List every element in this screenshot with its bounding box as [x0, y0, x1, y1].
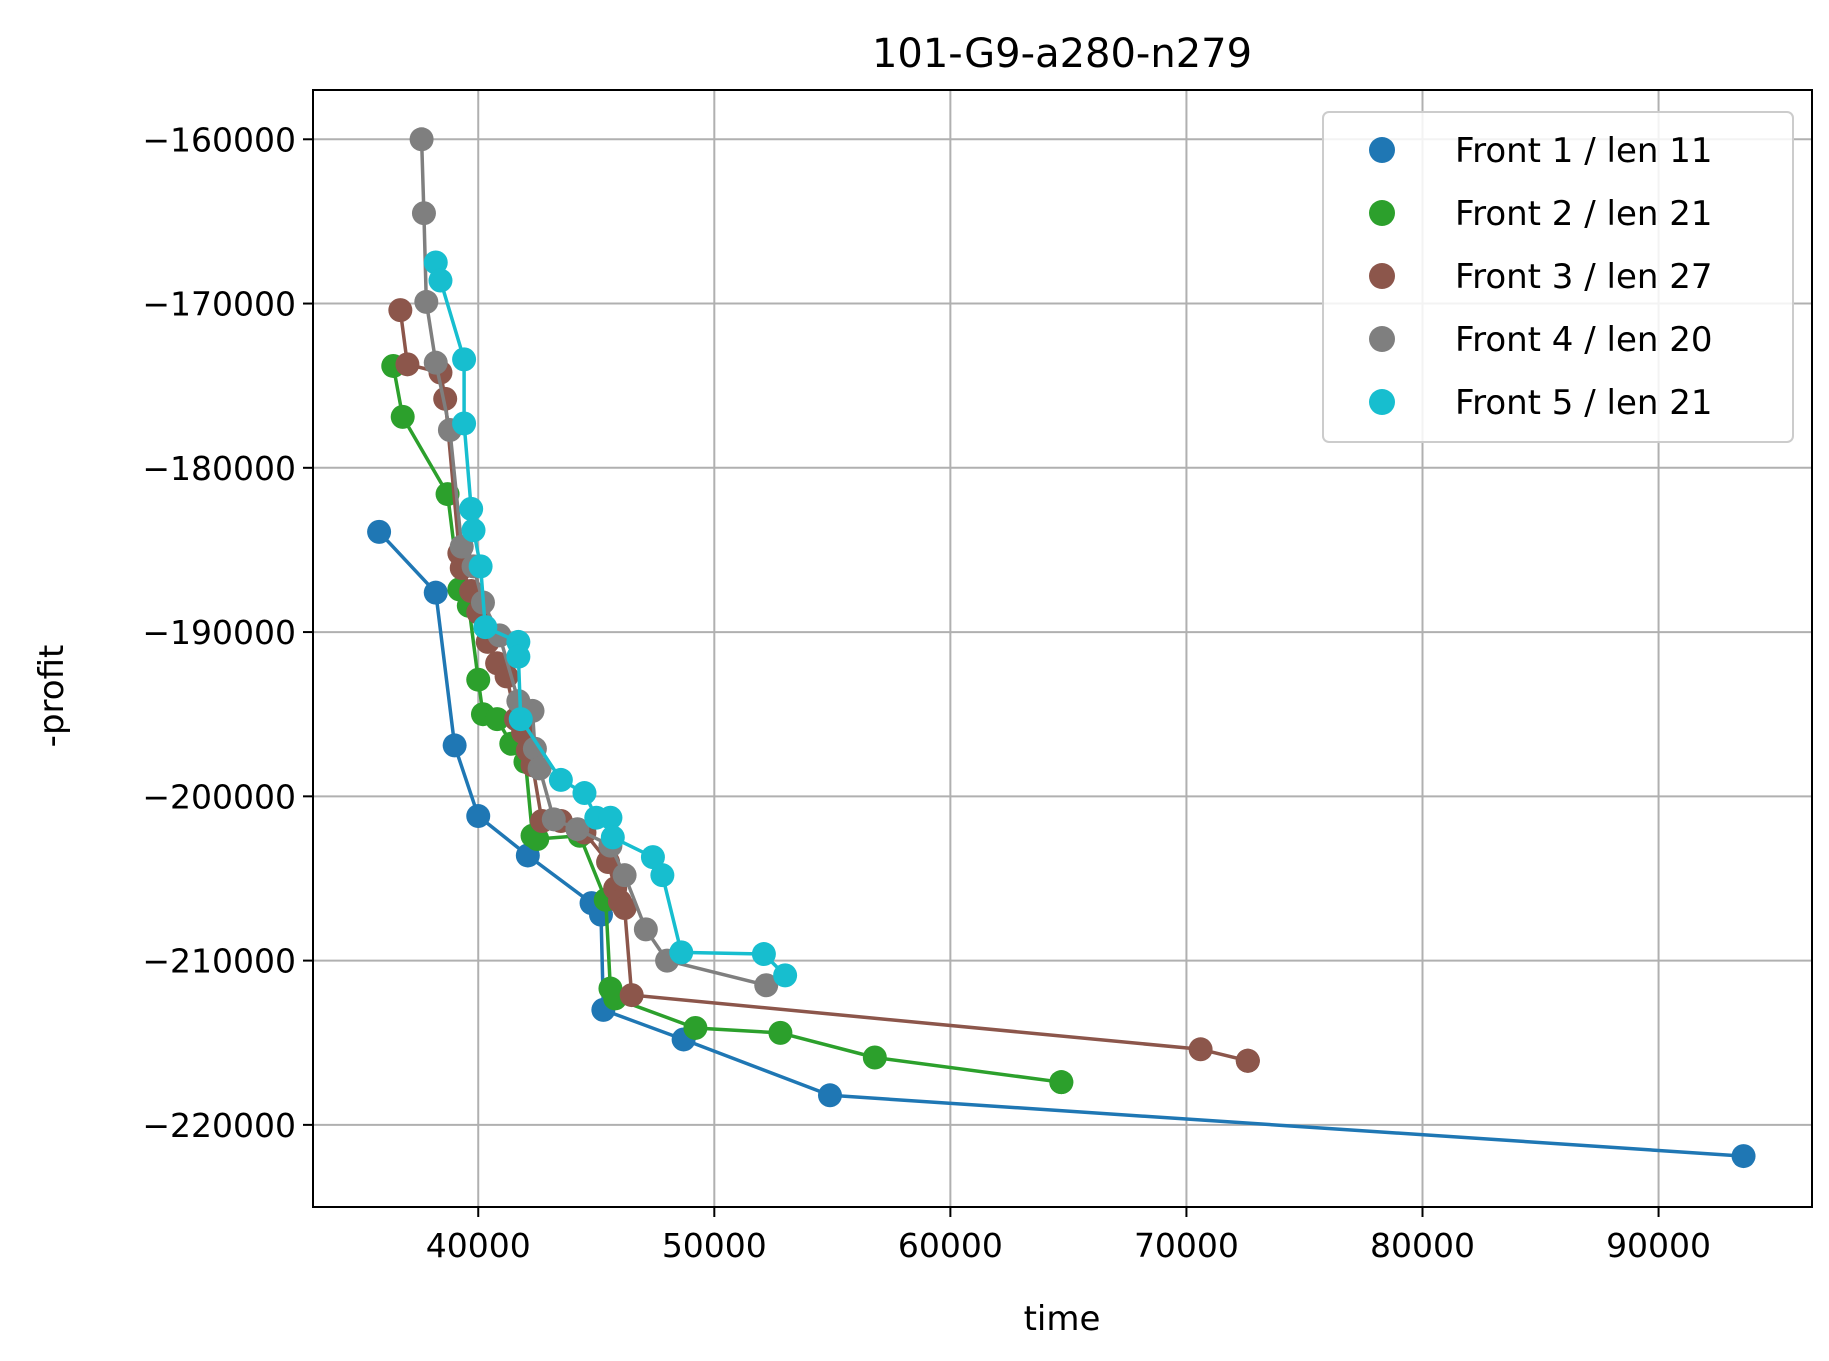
x-tick-label: 40000: [426, 1226, 531, 1265]
data-point: [390, 404, 415, 429]
legend-label: Front 4 / len 20: [1455, 320, 1713, 360]
data-point: [683, 1015, 708, 1040]
data-point: [640, 845, 665, 870]
data-point: [442, 733, 467, 758]
x-tick-label: 60000: [898, 1226, 1003, 1265]
data-point: [754, 973, 779, 998]
data-point: [508, 707, 533, 732]
data-point: [367, 519, 392, 544]
data-point: [452, 347, 477, 372]
legend-label: Front 1 / len 11: [1455, 131, 1713, 171]
data-point: [473, 615, 498, 640]
data-series: [367, 127, 1756, 1169]
data-point: [600, 825, 625, 850]
legend-marker: [1369, 137, 1395, 163]
x-axis-label: time: [1024, 1299, 1101, 1339]
data-point: [395, 352, 420, 377]
series-5: [423, 250, 798, 988]
y-tick-label: −210000: [142, 942, 296, 981]
legend-marker: [1369, 263, 1395, 289]
y-tick-label: −160000: [142, 120, 296, 159]
grid-lines: [313, 90, 1812, 1207]
data-point: [1235, 1048, 1260, 1073]
data-point: [541, 807, 566, 832]
data-point: [411, 201, 436, 226]
legend-label: Front 5 / len 21: [1455, 383, 1713, 423]
data-point: [1188, 1037, 1213, 1062]
data-point: [423, 350, 448, 375]
data-point: [428, 268, 453, 293]
data-point: [1049, 1070, 1074, 1095]
chart-title: 101-G9-a280-n279: [872, 31, 1252, 77]
x-tick-label: 90000: [1606, 1226, 1711, 1265]
x-tick-label: 80000: [1370, 1226, 1475, 1265]
data-point: [650, 863, 675, 888]
data-point: [751, 942, 776, 967]
data-point: [522, 736, 547, 761]
data-point: [525, 827, 550, 852]
data-point: [468, 554, 493, 579]
legend-label: Front 2 / len 21: [1455, 194, 1713, 234]
y-tick-label: −200000: [142, 777, 296, 816]
data-point: [485, 707, 510, 732]
data-point: [506, 644, 531, 669]
data-point: [423, 580, 448, 605]
y-tick-label: −170000: [142, 285, 296, 324]
data-point: [565, 817, 590, 842]
data-point: [423, 250, 448, 275]
legend-box: [1322, 111, 1794, 443]
data-point: [409, 127, 434, 152]
data-point: [633, 917, 658, 942]
data-point: [433, 386, 458, 411]
data-point: [619, 983, 644, 1008]
y-tick-label: −190000: [142, 613, 296, 652]
data-point: [527, 756, 552, 781]
data-point: [459, 496, 484, 521]
data-point: [1731, 1144, 1756, 1169]
y-tick-label: −180000: [142, 449, 296, 488]
axes-frame: [312, 89, 1813, 1208]
axis-ticks: 40000 50000 60000 70000 80000 90000 −160000 −17…: [142, 120, 1711, 1265]
data-point: [773, 963, 798, 988]
data-point: [461, 518, 486, 543]
data-point: [414, 289, 439, 314]
data-point: [669, 940, 694, 965]
legend-marker: [1369, 200, 1395, 226]
x-tick-label: 70000: [1134, 1226, 1239, 1265]
data-point: [612, 896, 637, 921]
legend-label: Front 3 / len 27: [1455, 257, 1713, 297]
y-axis-label: -profit: [32, 645, 72, 748]
data-point: [612, 863, 637, 888]
legend-marker: [1369, 326, 1395, 352]
legend-marker: [1369, 389, 1395, 415]
data-point: [452, 411, 477, 436]
x-tick-label: 50000: [662, 1226, 767, 1265]
legend: Front 1 / len 11 Front 2 / len 21 Front 3 …: [1322, 111, 1794, 443]
data-point: [862, 1045, 887, 1070]
data-point: [466, 804, 491, 829]
data-point: [548, 767, 573, 792]
data-point: [466, 667, 491, 692]
data-point: [817, 1083, 842, 1108]
y-tick-label: −220000: [142, 1106, 296, 1145]
data-point: [768, 1020, 793, 1045]
data-point: [572, 781, 597, 806]
data-point: [598, 805, 623, 830]
data-point: [388, 298, 413, 323]
